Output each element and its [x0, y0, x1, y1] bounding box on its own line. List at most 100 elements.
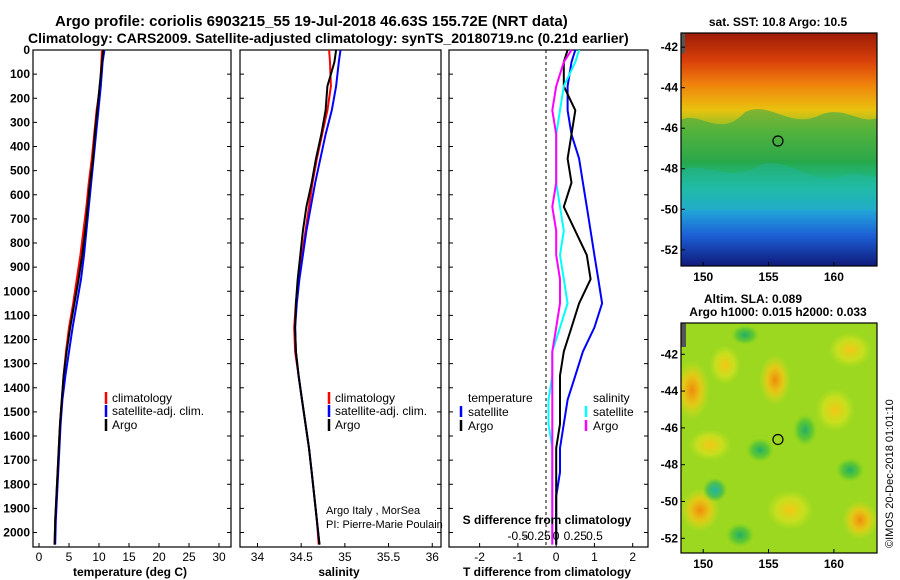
depth-tick-label: 1300: [3, 357, 30, 371]
depth-tick-label: 1200: [3, 333, 30, 347]
depth-tick-label: 700: [10, 212, 30, 226]
salinity-plot: 34 34.5 35 35.5 36: [240, 49, 441, 564]
depth-tick-label: 600: [10, 188, 30, 202]
difference-plot: -2 -1 0 1 2 -0.5-0.25 0 0.25 0.5: [449, 49, 648, 564]
figure-title-line1: Argo profile: coriolis 6903215_55 19-Jul…: [55, 13, 568, 30]
map-x-tick-label: 155: [759, 270, 779, 284]
x-tick-label: 35: [338, 550, 352, 564]
legend-t-argo-label: Argo: [468, 419, 494, 433]
x-tick-label: 30: [212, 550, 226, 564]
sla-blob: [815, 388, 855, 432]
depth-tick-label: 300: [10, 115, 30, 129]
map-y-tick-label: -50: [661, 202, 679, 216]
difference-panel-frame: [448, 49, 649, 548]
s-tick-label: 0: [553, 529, 560, 543]
credit-line2: PI: Pierre-Marie Poulain: [326, 519, 443, 531]
map-x-tick-label: 155: [759, 557, 779, 571]
depth-tick-label: 1400: [3, 381, 30, 395]
sla-map-frame: [680, 322, 878, 554]
difference-legend-temperature: temperature satellite Argo: [459, 391, 533, 433]
series-line-satellite-adj-clim-: [54, 49, 106, 545]
map-y-tick-label: -44: [661, 81, 679, 95]
sla-blob: [828, 332, 872, 368]
map-x-tick-label: 150: [693, 270, 713, 284]
s-tick-label: -0.25: [523, 529, 551, 543]
x-tick-label: 20: [152, 550, 166, 564]
legend-temperature-title: temperature: [468, 391, 533, 405]
depth-tick-label: 900: [10, 260, 30, 274]
map-y-tick-label: -44: [661, 384, 679, 398]
sst-map-axes: 150 155 160 -42 -44 -46 -48 -50 -52: [661, 40, 845, 284]
legend-satellite-label: satellite-adj. clim.: [112, 404, 204, 418]
sla-blob: [709, 345, 741, 385]
sst-front-green: [681, 109, 877, 160]
legend-argo-label: Argo: [112, 418, 138, 432]
legend-s-satellite-label: satellite: [593, 405, 634, 419]
map-y-tick-label: -42: [661, 347, 679, 361]
x-tick-label: 0: [36, 550, 43, 564]
sla-blob: [726, 523, 754, 547]
figure-title-line2: Climatology: CARS2009. Satellite-adjuste…: [28, 30, 629, 46]
sst-coast: [681, 33, 685, 53]
series-line-argo: [294, 49, 338, 545]
map-y-tick-label: -48: [661, 458, 679, 472]
map-x-tick-label: 150: [693, 557, 713, 571]
x-tick-label: -2: [474, 550, 485, 564]
sla-coast: [681, 323, 686, 347]
salinity-panel-frame: [239, 49, 442, 548]
s-tick-label: -0.5: [508, 529, 529, 543]
temperature-xlabel: temperature (deg C): [73, 565, 187, 579]
salinity-legend: climatology satellite-adj. clim. Argo: [327, 391, 427, 432]
map-y-tick-label: -50: [661, 494, 679, 508]
x-tick-label: 5: [66, 550, 73, 564]
depth-tick-label: 1700: [3, 453, 30, 467]
map-y-tick-label: -42: [661, 40, 679, 54]
legend-climatology-label: climatology: [112, 391, 172, 405]
sla-argo-marker: [772, 433, 784, 446]
legend-argo-label: Argo: [335, 418, 361, 432]
depth-tick-label: 400: [10, 140, 30, 154]
depth-tick-label: 100: [10, 67, 30, 81]
x-tick-label: 10: [92, 550, 106, 564]
legend-s-argo-label: Argo: [593, 419, 619, 433]
sla-blob: [731, 325, 759, 345]
sla-blob: [836, 458, 864, 482]
series-line-argo: [53, 49, 105, 545]
sla-blob: [688, 429, 732, 461]
sla-map-title-line1: Altim. SLA: 0.089: [704, 292, 802, 306]
difference-legend-salinity: salinity satellite Argo: [584, 391, 634, 433]
depth-tick-label: 1000: [3, 284, 30, 298]
x-tick-label: 2: [629, 550, 636, 564]
salinity-xlabel: salinity: [318, 565, 360, 579]
sla-blob: [746, 438, 774, 462]
series-line-t-satellite: [555, 49, 604, 545]
depth-tick-label: 1500: [3, 405, 30, 419]
credit-line1: Argo Italy , MorSea: [326, 505, 421, 517]
x-tick-label: 36: [426, 550, 440, 564]
x-tick-label: 15: [122, 550, 136, 564]
sla-map-axes: 150 155 160 -42 -44 -46 -48 -50 -52: [661, 347, 845, 571]
depth-tick-label: 200: [10, 91, 30, 105]
legend-salinity-title: salinity: [593, 391, 630, 405]
copyright-stamp: ©IMOS 20-Dec-2018 01:01:10: [884, 399, 896, 548]
s-tick-label: 0.25: [564, 529, 588, 543]
s-tick-label: 0.5: [586, 529, 603, 543]
sla-blob: [703, 478, 727, 502]
depth-tick-label: 1100: [4, 308, 30, 322]
map-x-tick-label: 160: [824, 270, 844, 284]
x-tick-label: 34.5: [289, 550, 313, 564]
map-x-tick-label: 160: [824, 557, 844, 571]
temperature-plot: 0 5 10 15 20 25 30: [33, 49, 231, 564]
depth-tick-label: 1900: [3, 501, 30, 515]
depth-tick-label: 1800: [3, 477, 30, 491]
depth-tick-label: 0: [23, 43, 30, 57]
sst-map-title: sat. SST: 10.8 Argo: 10.5: [709, 15, 848, 29]
sla-map: [681, 323, 877, 553]
s-difference-xlabel: S difference from climatology: [463, 513, 632, 527]
map-y-tick-label: -52: [661, 243, 679, 257]
x-tick-label: 34: [251, 550, 265, 564]
series-line-s-argo: [551, 49, 573, 545]
sla-blob: [681, 360, 710, 420]
difference-xlabel: T difference from climatology: [463, 565, 631, 579]
